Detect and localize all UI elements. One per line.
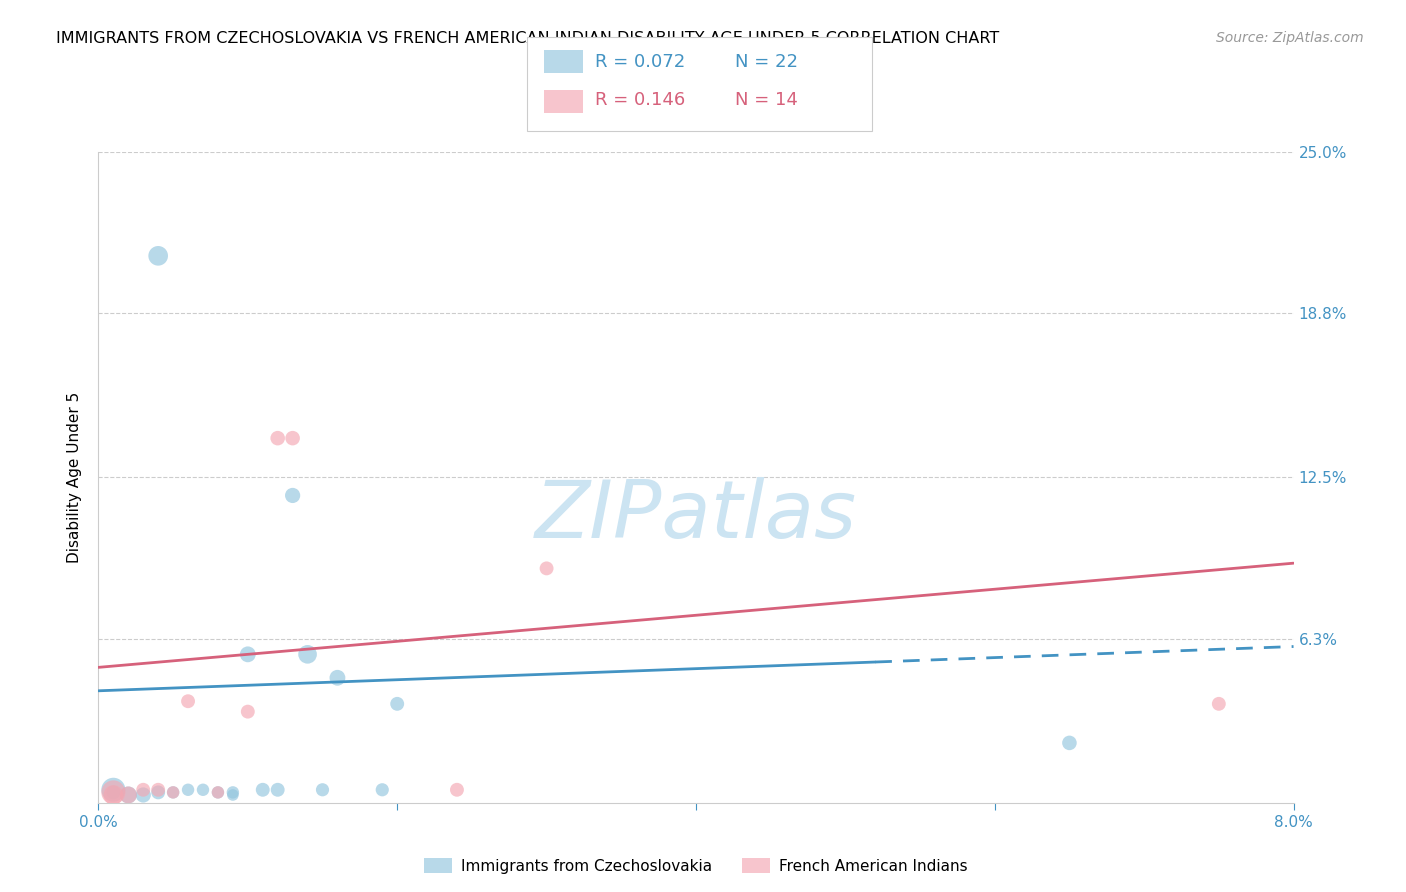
Point: [371, 782, 394, 797]
Point: [103, 788, 125, 802]
Point: [236, 648, 259, 662]
Point: [311, 782, 333, 797]
Point: [536, 561, 558, 575]
Point: [132, 788, 155, 802]
Point: [103, 785, 125, 799]
Point: [103, 782, 125, 797]
Point: [103, 785, 125, 799]
Point: [207, 785, 229, 799]
Text: IMMIGRANTS FROM CZECHOSLOVAKIA VS FRENCH AMERICAN INDIAN DISABILITY AGE UNDER 5 : IMMIGRANTS FROM CZECHOSLOVAKIA VS FRENCH…: [56, 31, 1000, 46]
Point: [385, 697, 409, 711]
Text: R = 0.146: R = 0.146: [595, 91, 685, 109]
Point: [191, 782, 214, 797]
Point: [222, 785, 245, 799]
Point: [267, 431, 290, 445]
Point: [177, 782, 200, 797]
Point: [207, 785, 229, 799]
Point: [117, 788, 139, 802]
Point: [177, 694, 200, 708]
Text: N = 22: N = 22: [735, 53, 799, 70]
Point: [267, 782, 290, 797]
Point: [162, 785, 184, 799]
Point: [132, 782, 155, 797]
Point: [297, 648, 319, 662]
Point: [222, 788, 245, 802]
Text: R = 0.072: R = 0.072: [595, 53, 685, 70]
Point: [252, 782, 274, 797]
Point: [281, 488, 304, 502]
Point: [326, 671, 349, 685]
Point: [1059, 736, 1081, 750]
Point: [162, 785, 184, 799]
Text: ZIPatlas: ZIPatlas: [534, 477, 858, 556]
Legend: Immigrants from Czechoslovakia, French American Indians: Immigrants from Czechoslovakia, French A…: [418, 852, 974, 880]
Point: [148, 249, 170, 263]
Point: [1208, 697, 1230, 711]
Point: [148, 785, 170, 799]
Y-axis label: Disability Age Under 5: Disability Age Under 5: [67, 392, 83, 563]
Text: N = 14: N = 14: [735, 91, 799, 109]
Point: [148, 782, 170, 797]
Point: [446, 782, 468, 797]
Point: [236, 705, 259, 719]
Point: [281, 431, 304, 445]
Point: [117, 788, 139, 802]
Text: Source: ZipAtlas.com: Source: ZipAtlas.com: [1216, 31, 1364, 45]
